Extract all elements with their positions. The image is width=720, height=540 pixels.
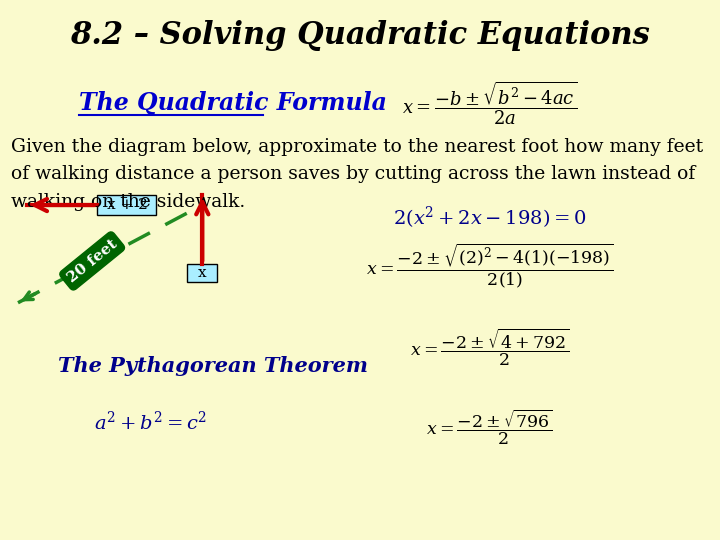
Text: Given the diagram below, approximate to the nearest foot how many feet
of walkin: Given the diagram below, approximate to …: [11, 138, 703, 211]
Text: $x = \dfrac{-2 \pm \sqrt{796}}{2}$: $x = \dfrac{-2 \pm \sqrt{796}}{2}$: [426, 408, 553, 447]
Bar: [187, 264, 217, 281]
Text: 8.2 – Solving Quadratic Equations: 8.2 – Solving Quadratic Equations: [70, 19, 650, 51]
Text: x + 2: x + 2: [107, 198, 148, 212]
Text: $x = \dfrac{-2 \pm \sqrt{4 + 792}}{2}$: $x = \dfrac{-2 \pm \sqrt{4 + 792}}{2}$: [410, 327, 570, 368]
Text: $x = \dfrac{-b \pm \sqrt{b^2 - 4ac}}{2a}$: $x = \dfrac{-b \pm \sqrt{b^2 - 4ac}}{2a}…: [402, 79, 577, 127]
Text: x: x: [198, 266, 207, 280]
Text: $a^2 + b^2 = c^2$: $a^2 + b^2 = c^2$: [94, 411, 207, 434]
Text: $x = \dfrac{-2 \pm \sqrt{(2)^2 - 4(1)(-198)}}{2(1)}$: $x = \dfrac{-2 \pm \sqrt{(2)^2 - 4(1)(-1…: [366, 241, 613, 289]
Text: The Pythagorean Theorem: The Pythagorean Theorem: [58, 356, 368, 376]
Bar: [97, 195, 156, 215]
Text: 20 feet: 20 feet: [65, 237, 120, 285]
Text: $2(x^2 + 2x - 198) = 0$: $2(x^2 + 2x - 198) = 0$: [393, 205, 586, 231]
Text: The Quadratic Formula: The Quadratic Formula: [79, 91, 387, 115]
